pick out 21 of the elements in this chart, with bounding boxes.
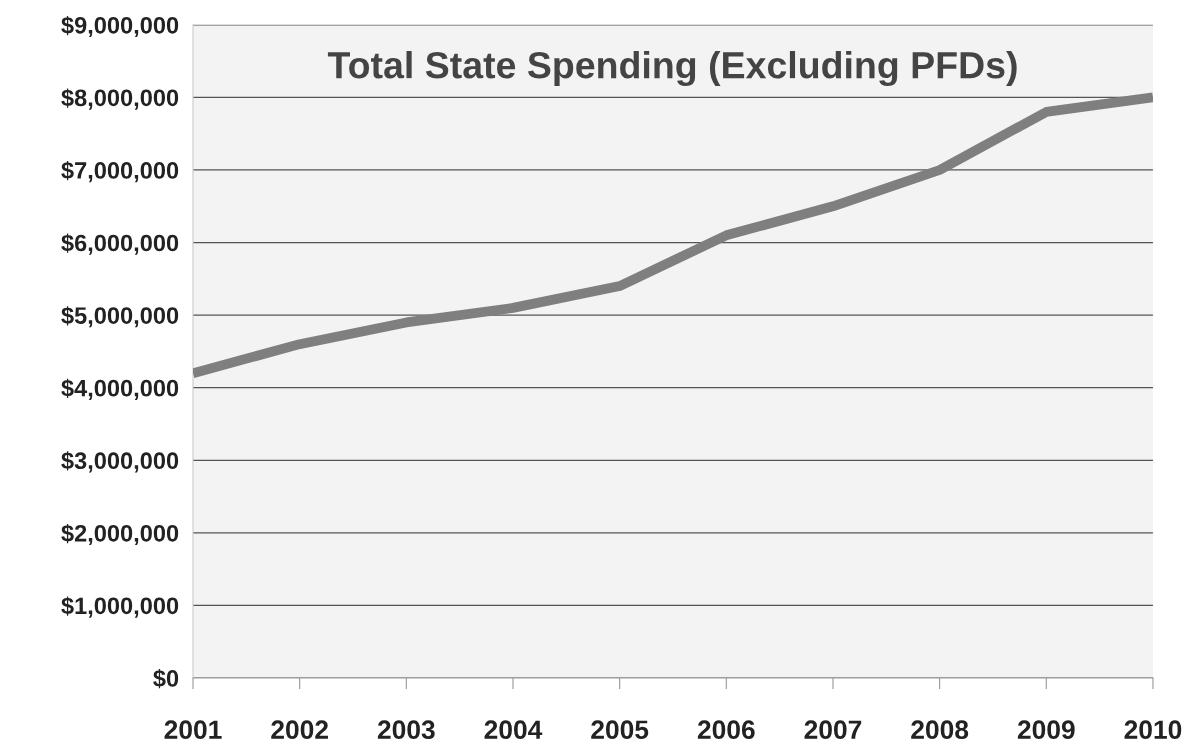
y-tick-label: $2,000,000 bbox=[61, 523, 179, 546]
x-tick-label: 2006 bbox=[697, 720, 755, 740]
y-tick-label: $5,000,000 bbox=[61, 306, 179, 328]
x-tick-label: 2004 bbox=[484, 720, 543, 740]
y-tick-label: $6,000,000 bbox=[61, 233, 179, 255]
x-tick-label: 2002 bbox=[271, 720, 328, 740]
y-tick-label: $9,000,000 bbox=[61, 15, 179, 38]
y-tick-label: $0 bbox=[153, 669, 179, 689]
x-tick-label: 2010 bbox=[1124, 720, 1182, 740]
x-tick-label: 2005 bbox=[591, 720, 649, 740]
x-tick-label: 2008 bbox=[911, 720, 969, 740]
y-tick-label: $3,000,000 bbox=[61, 451, 179, 473]
x-tick-label: 2007 bbox=[804, 720, 862, 740]
text: Total State Spending (Excluding PFDs) bbox=[327, 50, 1017, 87]
x-tick-label: 2003 bbox=[377, 720, 435, 740]
y-tick-label: $7,000,000 bbox=[61, 161, 179, 183]
y-tick-label: $4,000,000 bbox=[61, 378, 179, 400]
y-tick-label: $8,000,000 bbox=[61, 88, 179, 110]
x-tick-label: 2009 bbox=[1017, 720, 1075, 740]
y-tick-label: $1,000,000 bbox=[61, 596, 179, 618]
x-tick-label: 2001 bbox=[164, 720, 222, 740]
